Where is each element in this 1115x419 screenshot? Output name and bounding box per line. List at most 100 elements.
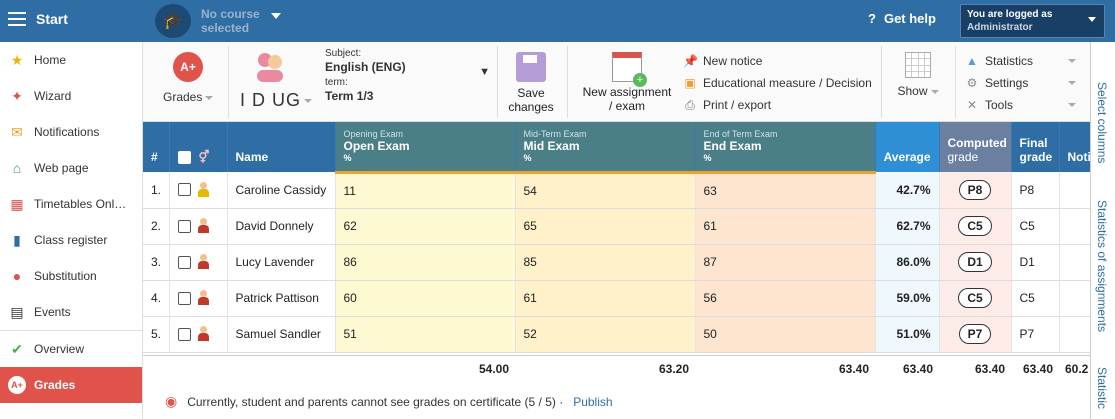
student-name[interactable]: Samuel Sandler: [227, 316, 335, 352]
final-grade[interactable]: D1: [1011, 244, 1059, 280]
notice-cell[interactable]: [1059, 208, 1090, 244]
statistics-label: Statistics: [985, 54, 1033, 68]
student-name[interactable]: Patrick Pattison: [227, 280, 335, 316]
settings-menu[interactable]: ⚙ Settings: [965, 72, 1080, 94]
certificate-icon: ▣: [683, 76, 697, 90]
table-row[interactable]: 4. Patrick Pattison 60 61 56 59.0% C5 C5: [143, 280, 1090, 316]
final-grade[interactable]: P7: [1011, 316, 1059, 352]
publish-link[interactable]: Publish: [573, 395, 612, 409]
computed-grade-cell: C5: [939, 280, 1011, 316]
grades-table-wrap: # ⚥ Name Opening Exam Open Exam% Mid-Term…: [143, 122, 1090, 355]
open-exam-score[interactable]: 62: [335, 208, 515, 244]
sidebar-item-home[interactable]: ★ Home: [0, 42, 142, 78]
show-columns-button[interactable]: Show: [893, 52, 943, 98]
end-exam-score[interactable]: 61: [695, 208, 875, 244]
row-checkbox[interactable]: [178, 220, 191, 233]
row-select-cell: [169, 208, 227, 244]
wand-icon: ✦: [8, 87, 26, 105]
mid-exam-score[interactable]: 52: [515, 316, 695, 352]
computed-grade-badge: D1: [958, 252, 991, 272]
notice-cell[interactable]: [1059, 244, 1090, 280]
statistics-of-assignments-tab[interactable]: Statistics of assignments: [1095, 200, 1109, 332]
computed-grade-cell: C5: [939, 208, 1011, 244]
sidebar-item-substitution[interactable]: ● Substitution: [0, 258, 142, 294]
chevron-down-icon: [1088, 17, 1096, 22]
row-checkbox[interactable]: [178, 256, 191, 269]
educational-measure-button[interactable]: ▣ Educational measure / Decision: [683, 72, 872, 94]
end-exam-score[interactable]: 50: [695, 316, 875, 352]
toolbar-divider: [228, 46, 229, 118]
open-exam-score[interactable]: 86: [335, 244, 515, 280]
grades-menu-button[interactable]: A+ Grades: [163, 52, 213, 104]
final-grade[interactable]: P8: [1011, 172, 1059, 208]
class-selector[interactable]: I D UG: [240, 50, 300, 111]
mid-exam-score[interactable]: 54: [515, 172, 695, 208]
statistics-tab[interactable]: Statistic: [1095, 367, 1109, 409]
total-mid-exam: 63.20: [653, 362, 689, 376]
open-exam-score[interactable]: 11: [335, 172, 515, 208]
col-header-mid-exam[interactable]: Mid-Term Exam Mid Exam%: [515, 122, 695, 172]
mid-exam-score[interactable]: 61: [515, 280, 695, 316]
notice-cell[interactable]: [1059, 316, 1090, 352]
login-status[interactable]: You are logged as Administrator: [960, 4, 1105, 38]
notice-cell[interactable]: [1059, 172, 1090, 208]
sidebar-item-timetables[interactable]: ▦ Timetables Onl…: [0, 186, 142, 222]
notice-cell[interactable]: [1059, 280, 1090, 316]
end-exam-score[interactable]: 63: [695, 172, 875, 208]
statistics-rail-label: Statistic: [1095, 367, 1109, 409]
select-columns-tab[interactable]: Select columns: [1095, 82, 1109, 163]
table-row[interactable]: 5. Samuel Sandler 51 52 50 51.0% P7 P7: [143, 316, 1090, 352]
sidebar-item-notifications[interactable]: ✉ Notifications: [0, 114, 142, 150]
student-name[interactable]: Lucy Lavender: [227, 244, 335, 280]
student-name[interactable]: David Donnely: [227, 208, 335, 244]
subject-term-selector[interactable]: Subject: English (ENG) ▼ term: Term 1/3: [325, 48, 490, 106]
new-notice-label: New notice: [703, 54, 762, 68]
house-icon: ⌂: [8, 159, 26, 177]
sidebar-item-overview[interactable]: ✔ Overview: [0, 331, 142, 367]
exam-subtitle: End of Term Exam: [704, 129, 867, 139]
new-notice-button[interactable]: 📌 New notice: [683, 50, 872, 72]
row-checkbox[interactable]: [178, 328, 191, 341]
get-help-button[interactable]: ? Get help: [868, 11, 936, 26]
help-label: Get help: [884, 11, 936, 26]
new-assignment-button[interactable]: + New assignment / exam: [579, 52, 675, 113]
sidebar-item-class-register[interactable]: ▮ Class register: [0, 222, 142, 258]
col-header-name[interactable]: Name: [227, 122, 335, 172]
chevron-down-icon: [1068, 59, 1076, 63]
table-row[interactable]: 3. Lucy Lavender 86 85 87 86.0% D1 D1: [143, 244, 1090, 280]
hamburger-icon: [8, 12, 26, 26]
new-assignment-line1: New assignment: [579, 85, 675, 99]
save-changes-button[interactable]: Save changes: [505, 52, 557, 114]
end-exam-score[interactable]: 56: [695, 280, 875, 316]
sidebar-item-events[interactable]: ▤ Events: [0, 294, 142, 330]
sidebar-item-grades[interactable]: A+ Grades: [0, 367, 142, 403]
end-exam-score[interactable]: 87: [695, 244, 875, 280]
col-header-end-exam[interactable]: End of Term Exam End Exam%: [695, 122, 875, 172]
sidebar-item-web-page[interactable]: ⌂ Web page: [0, 150, 142, 186]
statistics-menu[interactable]: ▲ Statistics: [965, 50, 1080, 72]
col-header-open-exam[interactable]: Opening Exam Open Exam%: [335, 122, 515, 172]
grades-label: Grades: [163, 90, 202, 104]
chart-icon: ▲: [965, 54, 979, 68]
table-row[interactable]: 2. David Donnely 62 65 61 62.7% C5 C5: [143, 208, 1090, 244]
final-grade[interactable]: C5: [1011, 280, 1059, 316]
start-menu-button[interactable]: Start: [8, 11, 68, 27]
row-checkbox[interactable]: [178, 183, 191, 196]
mid-exam-score[interactable]: 85: [515, 244, 695, 280]
tools-menu[interactable]: ✕ Tools: [965, 94, 1080, 116]
print-export-button[interactable]: ⎙ Print / export: [683, 94, 872, 116]
select-all-checkbox[interactable]: [178, 151, 191, 164]
settings-label: Settings: [985, 76, 1028, 90]
student-name[interactable]: Caroline Cassidy: [227, 172, 335, 208]
mid-exam-score[interactable]: 65: [515, 208, 695, 244]
open-exam-score[interactable]: 51: [335, 316, 515, 352]
course-selector[interactable]: 🎓 No course selected: [155, 4, 281, 38]
check-icon: ✔: [8, 340, 26, 358]
open-exam-score[interactable]: 60: [335, 280, 515, 316]
final-grade[interactable]: C5: [1011, 208, 1059, 244]
educational-measure-label: Educational measure / Decision: [703, 76, 872, 90]
table-row[interactable]: 1. Caroline Cassidy 11 54 63 42.7% P8 P8: [143, 172, 1090, 208]
row-checkbox[interactable]: [178, 292, 191, 305]
sidebar-item-wizard[interactable]: ✦ Wizard: [0, 78, 142, 114]
exam-title: Mid Exam: [524, 139, 687, 153]
